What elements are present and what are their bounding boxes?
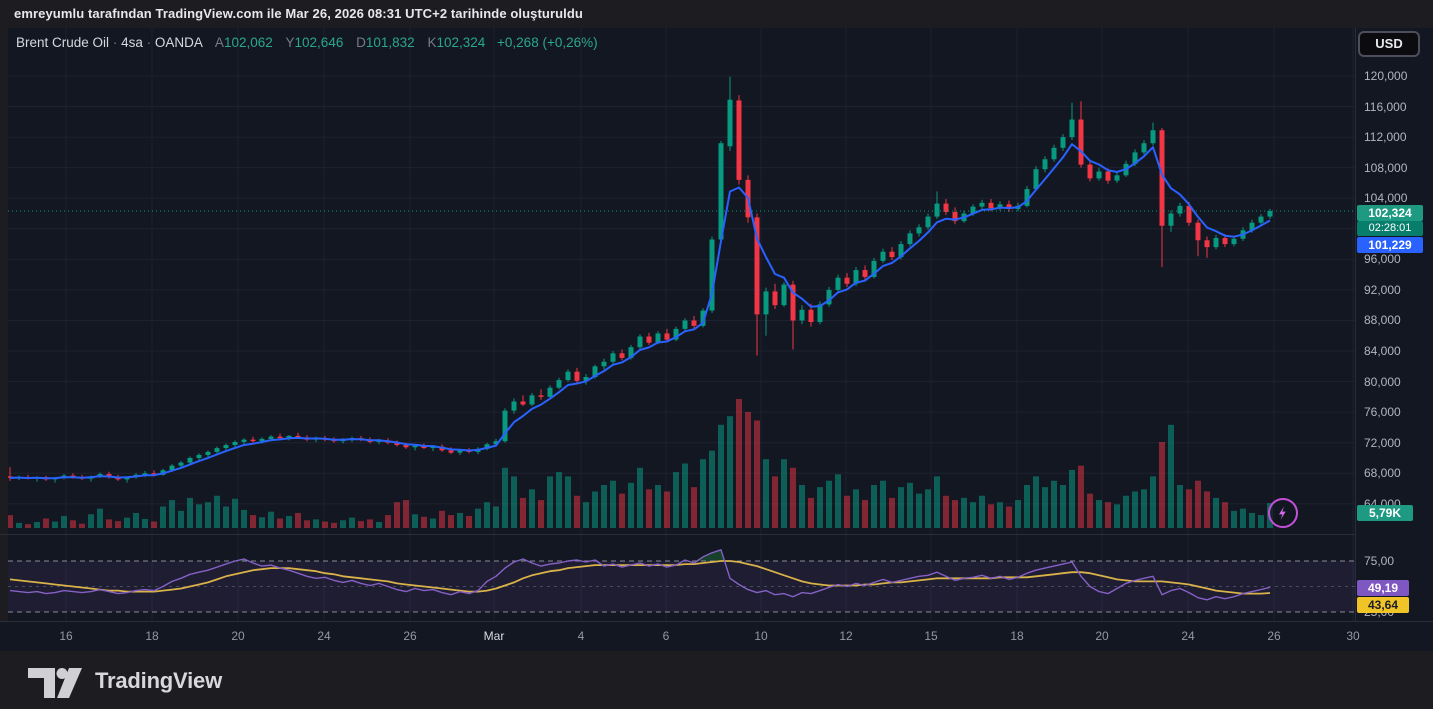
time-tick-label: 24 [317, 629, 331, 643]
brand-name: TradingView [95, 667, 222, 693]
time-tick-label: 26 [403, 629, 417, 643]
price-tick-label: 80,000 [1364, 374, 1401, 389]
price-change: +0,268 (+0,26%) [497, 35, 598, 50]
time-tick-label: 20 [1095, 629, 1109, 643]
rsi-value-badge: 49,19 [1357, 580, 1409, 596]
price-tick-label: 68,000 [1364, 466, 1401, 481]
price-tick-label: 104,000 [1364, 191, 1408, 206]
time-tick-label: 10 [754, 629, 768, 643]
price-ma-line [9, 143, 1271, 480]
brand-bar: TradingView [0, 651, 1433, 709]
ohlc-close: K102,324 [427, 35, 486, 50]
last-price-badge: 102,324 [1357, 205, 1423, 221]
ohlc-open: A102,062 [214, 35, 273, 50]
time-tick-label: Mar [483, 629, 505, 643]
legend-separator: · [112, 35, 118, 50]
price-tick-label: 112,000 [1364, 130, 1407, 145]
symbol-title[interactable]: Brent Crude Oil [16, 35, 110, 50]
tradingview-logo-icon [28, 668, 82, 698]
price-tick-label: 76,000 [1364, 405, 1401, 420]
time-tick-label: 4 [577, 629, 585, 643]
price-tick-label: 116,000 [1364, 99, 1407, 114]
volume-badge: 5,79K [1357, 505, 1413, 521]
symbol-interval[interactable]: 4sa [121, 35, 143, 50]
ma-price-badge: 101,229 [1357, 237, 1423, 253]
symbol-exchange[interactable]: OANDA [154, 35, 203, 50]
price-tick-label: 88,000 [1364, 313, 1401, 328]
price-tick-label: 72,000 [1364, 435, 1401, 450]
time-tick-label: 6 [662, 629, 670, 643]
time-tick-label: 24 [1181, 629, 1195, 643]
left-gutter [0, 28, 8, 651]
chart-stage: Brent Crude Oil · 4sa · OANDA A102,062 Y… [0, 28, 1433, 651]
chart-canvas[interactable] [0, 28, 1355, 621]
instant-trading-button[interactable] [1268, 498, 1298, 528]
currency-toggle-button[interactable]: USD [1358, 31, 1420, 57]
attribution-bar: emreyumlu tarafından TradingView.com ile… [0, 0, 1433, 28]
lightning-icon [1279, 506, 1286, 520]
legend-separator: · [146, 35, 152, 50]
time-tick-label: 18 [1010, 629, 1024, 643]
price-axis[interactable]: 102,324 02:28:01 101,229 5,79K 49,19 43,… [1355, 28, 1433, 621]
attribution-text: emreyumlu tarafından TradingView.com ile… [14, 6, 583, 21]
rsi-level-lines [8, 560, 1355, 613]
price-tick-label: 84,000 [1364, 344, 1401, 359]
price-tick-label: 92,000 [1364, 282, 1401, 297]
time-tick-label: 26 [1267, 629, 1281, 643]
grid-lines [8, 28, 1355, 621]
rsi-ma-line [9, 560, 1271, 595]
price-tick-label: 108,000 [1364, 160, 1408, 175]
rsi-tick-label: 75,00 [1364, 554, 1395, 568]
pane-separator[interactable] [0, 534, 1433, 535]
ohlc-low: D101,832 [356, 35, 415, 50]
time-tick-label: 12 [839, 629, 853, 643]
tradingview-logo[interactable]: TradingView [28, 662, 222, 699]
price-tick-label: 120,000 [1364, 69, 1408, 83]
volume-bars [7, 399, 1273, 528]
time-tick-label: 18 [145, 629, 159, 643]
time-axis[interactable]: 16 18 20 24 26 Mar 4 6 10 12 15 18 20 24 26 30 [0, 621, 1433, 651]
ohlc-high: Y102,646 [285, 35, 344, 50]
bar-countdown-badge: 02:28:01 [1357, 221, 1423, 236]
price-tick-label: 96,000 [1364, 252, 1401, 267]
time-tick-label: 30 [1346, 629, 1360, 643]
rsi-line [9, 549, 1271, 601]
symbol-legend[interactable]: Brent Crude Oil · 4sa · OANDA A102,062 Y… [16, 35, 598, 50]
time-tick-label: 20 [231, 629, 245, 643]
rsi-ma-value-badge: 43,64 [1357, 597, 1409, 613]
candles [7, 76, 1273, 483]
time-tick-label: 15 [924, 629, 938, 643]
time-tick-label: 16 [59, 629, 73, 643]
